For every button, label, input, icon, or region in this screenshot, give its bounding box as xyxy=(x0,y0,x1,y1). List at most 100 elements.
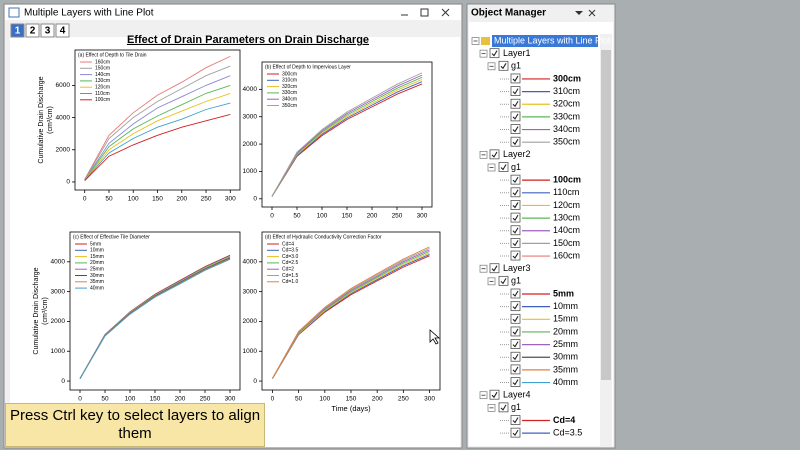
checkbox[interactable] xyxy=(511,200,520,209)
tree-plot[interactable]: 300cm xyxy=(553,73,581,83)
graph-page xyxy=(10,37,460,447)
legend-label: Cd=1.0 xyxy=(282,279,298,285)
tree-plot[interactable]: 35mm xyxy=(553,364,578,374)
checkbox[interactable] xyxy=(511,226,520,235)
x-tick-label: 250 xyxy=(392,213,403,220)
checkbox[interactable] xyxy=(511,302,520,311)
checkbox[interactable] xyxy=(511,289,520,298)
tree-plot[interactable]: 40mm xyxy=(553,377,578,387)
tree-layer[interactable]: Layer3 xyxy=(503,263,531,273)
y-tick-label: 0 xyxy=(253,378,257,385)
legend-label: 310cm xyxy=(282,78,297,84)
tree-plot[interactable]: 20mm xyxy=(553,326,578,336)
y-tick-label: 3000 xyxy=(243,113,258,120)
legend-label: 20mm xyxy=(90,260,104,266)
tree-plot[interactable]: 5mm xyxy=(553,288,574,298)
checkbox[interactable] xyxy=(511,99,520,108)
tree-plot[interactable]: 10mm xyxy=(553,301,578,311)
legend-label: 110cm xyxy=(95,91,110,97)
tree-plot[interactable]: 110cm xyxy=(553,187,579,197)
checkbox[interactable] xyxy=(511,314,520,323)
tree-plot[interactable]: 130cm xyxy=(553,212,580,222)
x-tick-label: 300 xyxy=(424,396,435,403)
checkbox[interactable] xyxy=(499,276,508,285)
tree-root[interactable]: Multiple Layers with Line Plot xyxy=(494,35,611,45)
checkbox[interactable] xyxy=(511,251,520,260)
x-tick-label: 100 xyxy=(319,396,330,403)
y-tick-label: 1000 xyxy=(51,348,66,355)
checkbox[interactable] xyxy=(511,213,520,222)
x-tick-label: 50 xyxy=(105,196,113,203)
folder-icon xyxy=(481,37,490,45)
y-tick-label: 0 xyxy=(61,378,65,385)
tree-plot[interactable]: 150cm xyxy=(553,238,580,248)
tree-plot[interactable]: 320cm xyxy=(553,99,580,109)
checkbox[interactable] xyxy=(511,327,520,336)
checkbox[interactable] xyxy=(511,125,520,134)
tree-plot[interactable]: 160cm xyxy=(553,250,580,260)
tree-layer[interactable]: Layer1 xyxy=(503,48,531,58)
y-tick-label: 4000 xyxy=(51,259,66,266)
checkbox[interactable] xyxy=(511,428,520,437)
tree-plot[interactable]: 340cm xyxy=(553,124,580,134)
checkbox[interactable] xyxy=(490,150,499,159)
tree-plot[interactable]: 100cm xyxy=(553,175,581,185)
y-tick-label: 0 xyxy=(66,179,70,186)
tree-layer[interactable]: Layer2 xyxy=(503,149,531,159)
tree-plot[interactable]: 120cm xyxy=(553,200,580,210)
checkbox[interactable] xyxy=(511,74,520,83)
tree-group[interactable]: g1 xyxy=(511,402,521,412)
x-tick-label: 100 xyxy=(317,213,328,220)
checkbox[interactable] xyxy=(511,238,520,247)
tree-group[interactable]: g1 xyxy=(511,162,521,172)
checkbox[interactable] xyxy=(499,403,508,412)
graph-title: Effect of Drain Parameters on Drain Disc… xyxy=(127,34,369,46)
checkbox[interactable] xyxy=(511,175,520,184)
checkbox[interactable] xyxy=(511,188,520,197)
legend-label: 130cm xyxy=(95,78,110,84)
legend-label: 340cm xyxy=(282,97,297,103)
checkbox[interactable] xyxy=(511,340,520,349)
tree-plot[interactable]: Cd=3.5 xyxy=(553,428,582,438)
checkbox[interactable] xyxy=(511,378,520,387)
tree-plot[interactable]: Cd=4 xyxy=(553,415,575,425)
tree-plot[interactable]: 350cm xyxy=(553,137,580,147)
checkbox[interactable] xyxy=(499,61,508,70)
tree-plot[interactable]: 25mm xyxy=(553,339,578,349)
x-tick-label: 250 xyxy=(398,396,409,403)
y-tick-label: 4000 xyxy=(243,86,258,93)
checkbox[interactable] xyxy=(490,390,499,399)
tree-plot[interactable]: 310cm xyxy=(553,86,580,96)
checkbox[interactable] xyxy=(490,49,499,58)
checkbox[interactable] xyxy=(511,137,520,146)
checkbox[interactable] xyxy=(511,87,520,96)
legend-label: 10mm xyxy=(90,248,104,254)
tree-plot[interactable]: 15mm xyxy=(553,314,578,324)
checkbox[interactable] xyxy=(511,112,520,121)
y-tick-label: 6000 xyxy=(56,82,71,89)
checkbox[interactable] xyxy=(511,352,520,361)
tree-group[interactable]: g1 xyxy=(511,61,521,71)
x-tick-label: 100 xyxy=(128,196,139,203)
legend-label: 40mm xyxy=(90,285,104,291)
legend-label: 30mm xyxy=(90,273,104,279)
scrollbar-thumb[interactable] xyxy=(601,50,611,380)
tree-plot[interactable]: 30mm xyxy=(553,352,578,362)
y-tick-label: 2000 xyxy=(243,318,258,325)
checkbox[interactable] xyxy=(511,365,520,374)
y-tick-label: 3000 xyxy=(51,288,66,295)
checkbox[interactable] xyxy=(490,264,499,273)
x-tick-label: 200 xyxy=(367,213,378,220)
y-axis-label: Cumulative Drain Discharge xyxy=(33,267,40,354)
tree-layer[interactable]: Layer4 xyxy=(503,390,531,400)
x-tick-label: 0 xyxy=(270,213,274,220)
checkbox[interactable] xyxy=(511,416,520,425)
tree-group[interactable]: g1 xyxy=(511,276,521,286)
checkbox[interactable] xyxy=(499,163,508,172)
tree-plot[interactable]: 140cm xyxy=(553,225,580,235)
y-axis-label: Cumulative Drain Discharge xyxy=(38,76,45,163)
panel-title: (c) Effect of Effective Tile Diameter xyxy=(73,234,150,240)
tree-plot[interactable]: 330cm xyxy=(553,111,580,121)
